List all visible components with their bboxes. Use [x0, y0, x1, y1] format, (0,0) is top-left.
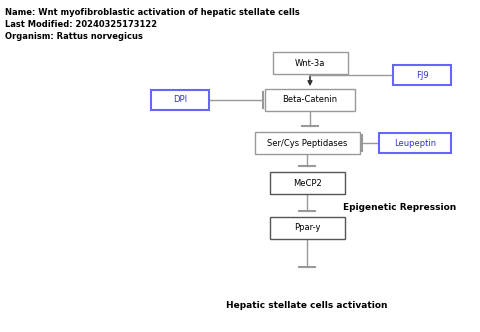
Text: Last Modified: 20240325173122: Last Modified: 20240325173122	[5, 20, 157, 29]
Bar	[151, 90, 209, 110]
Text: Name: Wnt myofibroblastic activation of hepatic stellate cells: Name: Wnt myofibroblastic activation of …	[5, 8, 300, 17]
Bar	[379, 133, 451, 153]
Text: FJ9: FJ9	[416, 70, 428, 79]
Bar	[393, 65, 451, 85]
Text: Ppar-y: Ppar-y	[294, 223, 320, 232]
Text: DPI: DPI	[173, 96, 187, 105]
Text: MeCP2: MeCP2	[293, 179, 322, 188]
Bar	[254, 132, 360, 154]
Text: Wnt-3a: Wnt-3a	[295, 58, 325, 67]
Text: Epigenetic Repression: Epigenetic Repression	[343, 203, 456, 211]
Text: Organism: Rattus norvegicus: Organism: Rattus norvegicus	[5, 32, 143, 41]
Text: Leupeptin: Leupeptin	[394, 138, 436, 147]
Bar	[269, 217, 345, 239]
Bar	[273, 52, 348, 74]
Text: Hepatic stellate cells activation: Hepatic stellate cells activation	[226, 300, 388, 309]
Text: Beta-Catenin: Beta-Catenin	[282, 96, 337, 105]
Bar	[265, 89, 355, 111]
Text: Ser/Cys Peptidases: Ser/Cys Peptidases	[267, 138, 347, 147]
Bar	[269, 172, 345, 194]
